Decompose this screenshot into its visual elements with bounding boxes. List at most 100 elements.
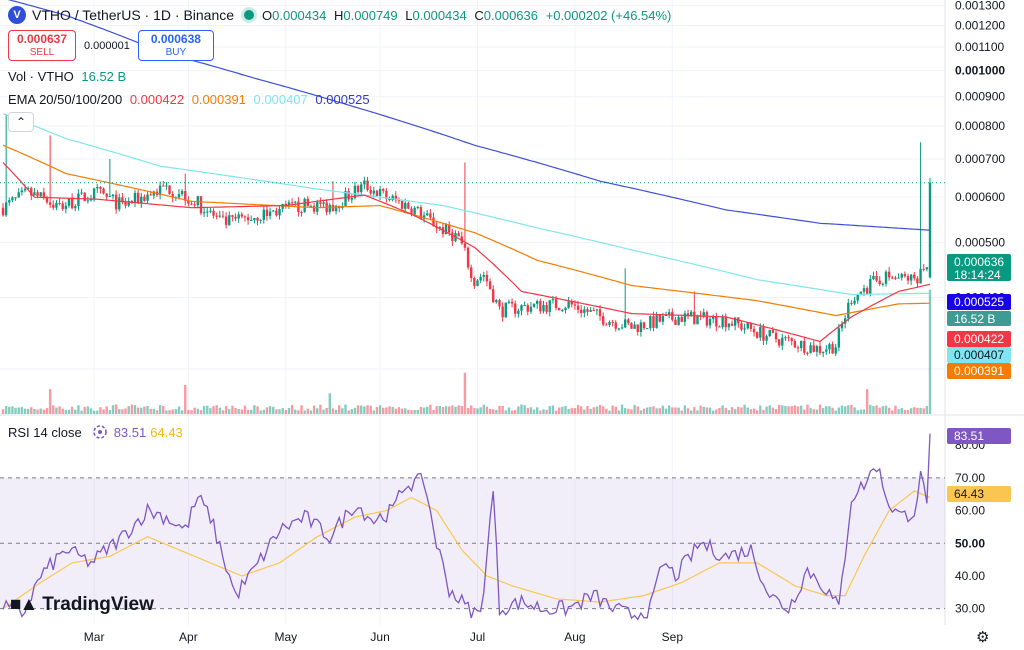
volume-bar: [275, 409, 278, 414]
candle-body: [378, 189, 382, 196]
volume-bar: [573, 408, 577, 414]
volume-bar: [444, 406, 448, 414]
candle-body: [913, 274, 916, 279]
candle-body: [444, 224, 448, 235]
volume-bar: [507, 407, 511, 414]
market-open-icon: [244, 10, 255, 20]
candle-body: [58, 203, 61, 205]
volume-bar: [262, 409, 266, 414]
candle-body: [168, 185, 171, 195]
candle-body: [426, 213, 429, 216]
rsi-value-tag: 83.51: [947, 428, 1011, 444]
volume-bar: [334, 409, 338, 414]
volume-bar: [331, 408, 335, 414]
candle-body: [4, 202, 8, 216]
ema-legend-label: EMA 20/50/100/200: [8, 92, 123, 107]
rsi-legend[interactable]: RSI 14 close 83.51 64.43: [8, 424, 187, 440]
volume-bar: [413, 410, 416, 414]
volume-bar: [1, 409, 5, 414]
volume-bar: [781, 405, 784, 414]
volume-bar: [872, 406, 875, 414]
volume-bar: [162, 405, 165, 414]
candle-body: [680, 317, 683, 322]
volume-bar: [243, 405, 247, 414]
candle-body: [404, 203, 407, 209]
candle-body: [416, 207, 419, 209]
candle-body: [199, 196, 203, 214]
candle-body: [1, 207, 5, 216]
price-tick-label: 0.000500: [955, 235, 1005, 249]
ema-legend[interactable]: EMA 20/50/100/200 0.000422 0.000391 0.00…: [8, 92, 374, 107]
volume-bar: [737, 406, 740, 414]
sell-button[interactable]: 0.000637 SELL: [8, 30, 76, 61]
volume-bar: [561, 406, 564, 414]
volume-bar: [520, 404, 523, 414]
candle-body: [52, 204, 55, 208]
candle-body: [548, 300, 551, 312]
buy-button[interactable]: 0.000638 BUY: [137, 30, 214, 61]
candle-body: [809, 345, 812, 354]
volume-bar: [149, 408, 152, 414]
candle-body: [586, 309, 589, 312]
volume-bar: [473, 408, 476, 414]
svg-text:16.52 B: 16.52 B: [954, 312, 995, 326]
rsi-tick-label: 30.00: [955, 602, 985, 616]
volume-bar: [328, 393, 332, 414]
ema100-price-tag: 0.000407: [947, 347, 1011, 363]
volume-bar: [391, 406, 394, 414]
candle-body: [724, 317, 727, 328]
volume-bar: [784, 406, 787, 414]
candle-body: [799, 340, 803, 348]
candle-body: [881, 283, 885, 285]
volume-bar: [108, 410, 112, 414]
candle-body: [752, 328, 756, 333]
volume-bar: [608, 410, 611, 414]
candle-body: [162, 185, 165, 187]
candle-body: [385, 190, 388, 199]
volume-bar: [11, 406, 14, 414]
volume-bar: [652, 406, 655, 414]
volume-bar: [551, 405, 555, 414]
volume-legend[interactable]: Vol · VTHO 16.52 B: [8, 69, 130, 84]
candle-body: [99, 187, 102, 189]
candle-body: [916, 278, 919, 284]
volume-bar: [344, 404, 347, 414]
volume-bar: [309, 410, 313, 414]
candle-body: [448, 224, 451, 233]
volume-bar: [730, 407, 734, 414]
candle-body: [61, 203, 64, 209]
candle-body: [23, 188, 27, 191]
candle-body: [319, 202, 322, 204]
volume-bar: [199, 410, 203, 414]
candle-body: [366, 180, 369, 190]
time-tick-label: Apr: [179, 630, 198, 644]
candle-body: [334, 205, 338, 212]
volume-bar: [869, 404, 872, 414]
volume-bar: [504, 410, 507, 414]
gear-icon[interactable]: ⚙: [976, 629, 990, 646]
volume-bar: [58, 406, 61, 414]
volume-bar: [718, 407, 721, 414]
volume-bar: [875, 405, 878, 414]
volume-bar: [187, 409, 190, 414]
symbol-title[interactable]: VTHO / TetherUS · 1D · Binance: [32, 7, 235, 23]
candle-body: [721, 317, 724, 328]
volume-bar: [479, 407, 482, 414]
time-tick-label: May: [274, 630, 297, 644]
candle-body: [781, 337, 784, 346]
chevron-up-icon[interactable]: ⌃: [8, 112, 34, 132]
ema200-value: 0.000525: [315, 92, 370, 107]
ema100-line: [2, 113, 930, 296]
candle-body: [777, 339, 781, 346]
candle-body: [234, 216, 237, 219]
candle-body: [759, 326, 762, 338]
candle-body: [696, 315, 699, 325]
tradingview-logo[interactable]: ■▲ TradingView: [10, 594, 154, 616]
volume-bar: [322, 409, 325, 414]
candle-body: [677, 317, 680, 325]
candle-body: [39, 192, 42, 197]
volume-bar: [404, 408, 407, 414]
volume-bar: [850, 404, 853, 414]
price-tick-label: 0.000900: [955, 90, 1005, 104]
